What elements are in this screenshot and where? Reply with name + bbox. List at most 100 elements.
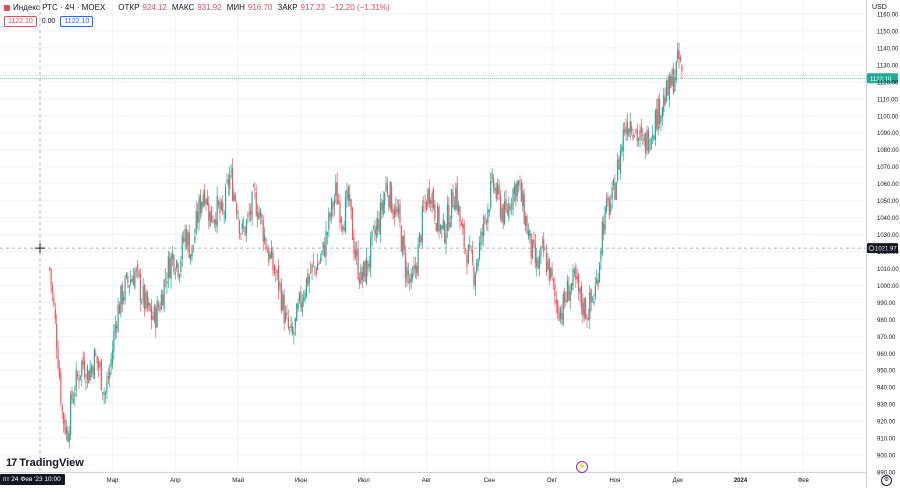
candle-body — [573, 270, 576, 274]
candle-body — [216, 195, 218, 227]
candle-body — [244, 226, 246, 236]
candle-body — [174, 272, 176, 275]
candle-body — [142, 285, 144, 301]
candle-body — [393, 210, 396, 219]
candle-body — [410, 273, 412, 282]
tradingview-logo[interactable]: 17 TradingView — [6, 457, 84, 469]
candle-body — [399, 203, 401, 223]
candle-body — [180, 260, 182, 272]
candle-body — [446, 204, 449, 232]
candle-body — [227, 179, 229, 187]
candle-body — [90, 365, 93, 373]
candle-body — [610, 203, 612, 212]
high-label: МАКС — [171, 3, 195, 12]
candle-body — [157, 304, 160, 309]
candle-body — [617, 159, 619, 181]
candle-body — [110, 359, 112, 367]
candle-body — [515, 183, 517, 201]
candle-body — [656, 108, 658, 129]
candle-body — [230, 171, 232, 173]
candle-body — [328, 211, 330, 230]
buy-button[interactable]: 1122.10 — [60, 16, 94, 27]
lightning-icon[interactable]: ⚡ — [576, 461, 588, 473]
candle-body — [420, 235, 422, 244]
y-tick-label: 1060.00 — [877, 182, 899, 188]
candle-body — [598, 263, 601, 283]
candle-body — [192, 244, 195, 246]
candle-body — [286, 312, 288, 315]
candle-body — [635, 130, 637, 132]
candle-body — [342, 225, 344, 230]
candle-body — [102, 392, 104, 394]
candle-body — [645, 133, 647, 154]
candle-body — [148, 302, 150, 306]
y-tick-label: 920.00 — [877, 420, 896, 426]
x-tick-label: Июн — [295, 478, 307, 484]
y-tick-label: 940.00 — [877, 386, 896, 392]
candle-body — [431, 192, 433, 208]
candle-body — [438, 206, 440, 233]
candle-body — [188, 232, 190, 259]
y-tick-label: 970.00 — [877, 335, 896, 341]
candle-body — [548, 258, 550, 281]
candle-body — [356, 250, 358, 256]
candle-body — [653, 135, 655, 140]
candle-body — [512, 189, 514, 210]
open-label: ОТКР — [118, 3, 140, 12]
candle-body — [265, 238, 267, 250]
low-label: МИН — [226, 3, 245, 12]
candle-body — [96, 355, 98, 364]
candle-body — [596, 278, 598, 285]
x-tick-label: Фев — [798, 478, 809, 484]
candle-body — [176, 260, 178, 268]
candle-body — [400, 226, 402, 252]
y-tick-label: 890.00 — [877, 471, 896, 477]
candle-body — [392, 208, 394, 215]
candle-body — [664, 97, 666, 105]
candle-body — [360, 267, 362, 284]
x-tick-label: Авг — [422, 478, 432, 484]
candle-body — [146, 291, 148, 309]
candle-body — [582, 302, 584, 316]
candle-body — [212, 221, 214, 223]
candle-body — [166, 280, 168, 284]
candle-body — [477, 259, 479, 267]
y-tick-label: 950.00 — [877, 369, 896, 375]
candle-body — [125, 273, 128, 278]
candle-body — [478, 242, 481, 259]
candle-body — [501, 208, 503, 221]
candle-body — [639, 130, 641, 140]
candle-body — [459, 206, 461, 223]
candle-body — [259, 209, 262, 217]
candle-body — [97, 360, 100, 368]
candle-body — [519, 180, 521, 183]
candle-body — [247, 215, 249, 217]
candle-body — [283, 295, 285, 324]
currency-button[interactable]: USD — [872, 4, 887, 11]
candle-body — [367, 260, 369, 270]
candle-body — [561, 312, 563, 320]
candle-body — [250, 210, 252, 215]
candle-body — [152, 316, 154, 320]
candle-body — [555, 300, 557, 304]
candle-body — [449, 222, 451, 227]
symbol-title[interactable]: Индекс РТС · 4Ч · MOEX — [13, 3, 106, 12]
candle-body — [92, 367, 94, 376]
candle-body — [178, 274, 181, 278]
candle-body — [127, 275, 129, 283]
candle-body — [375, 225, 377, 237]
sell-button[interactable]: 1122.10 — [4, 16, 37, 27]
candle-body — [294, 317, 296, 328]
candle-body — [264, 234, 266, 242]
candle-body — [470, 250, 472, 251]
candle-body — [382, 200, 384, 215]
candle-body — [75, 369, 77, 391]
candle-body — [568, 285, 570, 301]
candle-body — [474, 273, 476, 287]
candle-body — [597, 280, 599, 287]
gear-icon[interactable]: ⚙ — [881, 475, 892, 486]
candle-body — [329, 214, 331, 218]
